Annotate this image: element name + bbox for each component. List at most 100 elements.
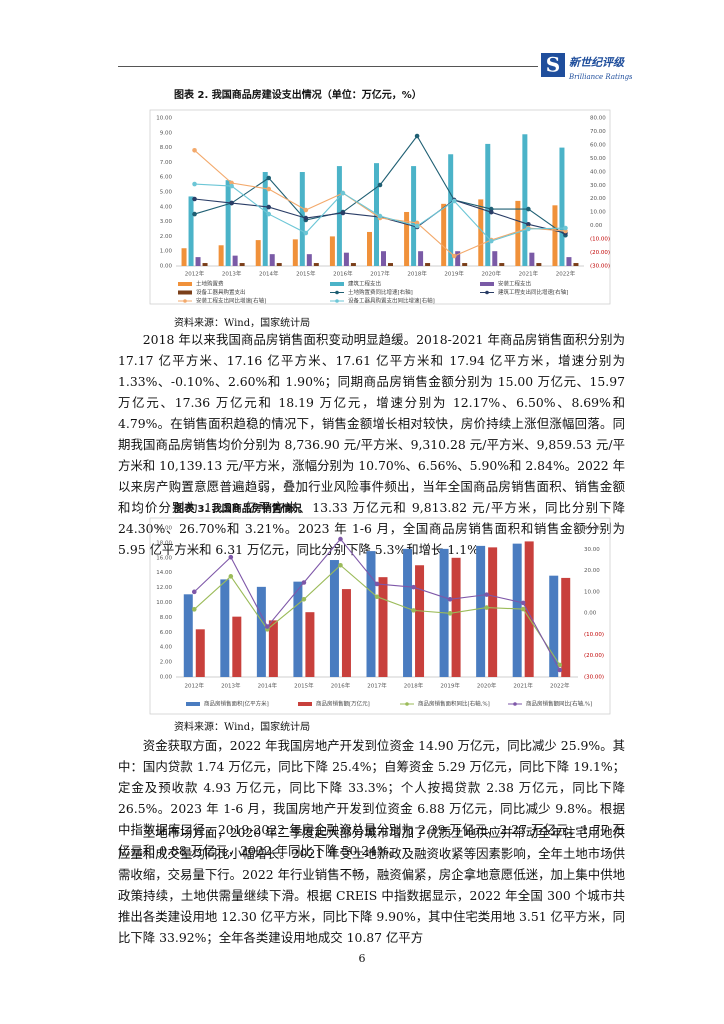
y2-tick-label: 20.00 — [590, 196, 606, 202]
legend-swatch — [183, 299, 187, 303]
line-point — [266, 211, 272, 217]
bar — [188, 196, 194, 266]
bar — [488, 547, 498, 677]
header-rule — [118, 66, 538, 67]
line-point — [192, 196, 197, 202]
y2-tick-label: 20.00 — [584, 568, 600, 574]
bar — [418, 251, 424, 266]
bar — [478, 199, 484, 266]
line-point — [411, 608, 416, 613]
y-tick-label: 16.00 — [156, 555, 172, 561]
x-tick-label: 2013年 — [221, 682, 241, 690]
y2-tick-label: 40.00 — [584, 526, 600, 532]
brand-en: Brilliance Ratings — [568, 73, 632, 81]
paragraph: 资金获取方面，2022 年我国房地产开发到位资金 14.90 万亿元，同比减少 … — [118, 738, 625, 858]
legend-swatch — [335, 299, 339, 303]
bar — [536, 263, 542, 266]
legend-swatch — [485, 290, 489, 295]
y-tick-label: 0.00 — [160, 264, 173, 270]
x-tick-label: 2020年 — [482, 270, 502, 278]
brand: 新世纪评级 — [569, 56, 625, 69]
line-point — [229, 200, 234, 206]
source-note: 资料来源：Wind，国家统计局 — [174, 722, 311, 733]
line-point — [374, 594, 380, 600]
legend-swatch — [298, 702, 312, 706]
line-point — [303, 215, 309, 221]
bar — [451, 557, 461, 677]
bar — [341, 589, 351, 677]
bar — [256, 586, 266, 677]
x-tick-label: 2012年 — [185, 682, 205, 690]
chart: 0.00 1.00 2.00 3.00 4.00 5.00 6.00 7.00 8.00 9.00… — [149, 109, 611, 305]
x-tick-label: 2014年 — [258, 682, 278, 690]
bar — [218, 245, 224, 266]
legend-label: 设备工器具购置支出同比增速[右轴] — [348, 297, 435, 305]
y2-tick-label: (20.00) — [584, 653, 604, 659]
y-tick-label: 18.00 — [156, 540, 172, 546]
bar — [202, 263, 208, 266]
bar — [299, 172, 305, 266]
paragraph: 2018 年以来我国商品房销售面积变动明显趋缓。2018-2021 年商品房销售… — [118, 332, 625, 557]
bar — [566, 257, 572, 266]
y-tick-label: 0.00 — [160, 675, 173, 681]
line-point — [266, 175, 272, 181]
x-tick-label: 2013年 — [222, 270, 242, 278]
bar — [343, 252, 349, 266]
line-point — [192, 181, 197, 187]
legend-label: 安装工程支出同比增速[右轴] — [196, 297, 266, 305]
line-point — [520, 606, 526, 612]
y2-tick-label: 80.00 — [590, 116, 606, 122]
bar — [549, 575, 559, 677]
x-tick-label: 2015年 — [294, 682, 314, 690]
bar — [366, 551, 376, 677]
y2-tick-label: 30.00 — [590, 183, 606, 189]
legend-label: 建筑工程支出同比增速[右轴] — [498, 288, 568, 296]
legend-swatch — [186, 702, 200, 706]
legend-label: 土地购置费 — [196, 280, 224, 288]
x-tick-label: 2017年 — [367, 682, 387, 690]
y2-tick-label: 0.00 — [590, 223, 603, 229]
bar — [313, 263, 319, 266]
y2-tick-label: 30.00 — [584, 547, 600, 553]
y-tick-label: 4.00 — [160, 645, 173, 651]
bar — [476, 545, 486, 677]
bar — [425, 263, 431, 266]
x-tick-label: 2017年 — [370, 270, 390, 278]
line-point — [414, 133, 420, 139]
bar — [305, 612, 315, 677]
line-point — [447, 611, 453, 616]
line-point — [557, 662, 563, 668]
bar — [561, 577, 571, 677]
y-tick-label: 5.00 — [160, 190, 173, 196]
bar — [329, 236, 335, 266]
legend-label: 商品房销售面积同比[右轴,%] — [418, 700, 490, 708]
bar — [269, 254, 275, 266]
bar — [181, 248, 187, 266]
line-point — [488, 209, 494, 215]
x-tick-label: 2022年 — [556, 270, 576, 278]
line-point — [451, 253, 457, 259]
y-tick-label: 6.00 — [160, 175, 173, 181]
y-tick-label: 8.00 — [160, 615, 173, 621]
page-number: 6 — [358, 952, 366, 965]
bar — [411, 166, 417, 266]
x-tick-label: 2020年 — [477, 682, 497, 690]
y-tick-label: 1.00 — [160, 249, 173, 255]
y2-tick-label: (10.00) — [584, 632, 604, 638]
line-point — [488, 238, 494, 244]
bar — [441, 203, 447, 266]
legend-swatch — [513, 702, 517, 706]
y-tick-label: 14.00 — [156, 570, 172, 576]
x-tick-label: 2018年 — [404, 682, 424, 690]
line-point — [377, 182, 383, 188]
y2-tick-label: (30.00) — [584, 675, 604, 681]
y2-tick-label: 40.00 — [590, 169, 606, 175]
y-tick-label: 2.00 — [160, 660, 173, 666]
legend-swatch — [178, 282, 192, 286]
x-tick-label: 2012年 — [185, 270, 205, 278]
bar — [381, 251, 386, 266]
line-point — [266, 204, 272, 210]
bar — [329, 560, 339, 677]
line-point — [191, 589, 197, 595]
